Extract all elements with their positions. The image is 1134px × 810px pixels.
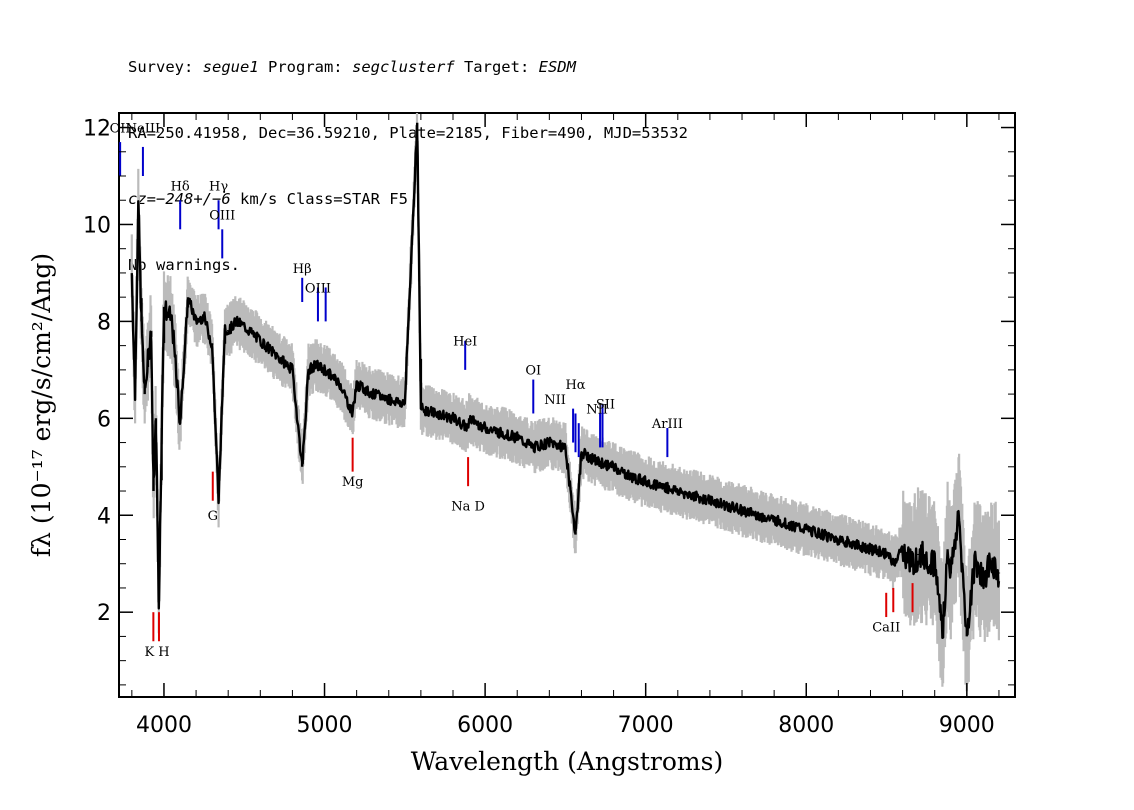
absorption-line-label: CaII [872,621,900,636]
header-line-2: RA=250.41958, Dec=36.59210, Plate=2185, … [128,124,688,142]
cz-value: −248+/−6 [156,190,231,208]
x-tick-label: 6000 [457,713,513,738]
y-axis-title: fλ (10⁻¹⁷ erg/s/cm²/Ang) [27,253,56,557]
y-tick-label: 2 [97,601,111,626]
emission-line-label: OI [525,364,541,379]
plot-frame [118,112,1016,698]
emission-line-label: OIII [305,281,331,296]
x-axis-title: Wavelength (Angstroms) [411,747,723,776]
emission-line-label: Hα [565,378,585,393]
y-tick-label: 12 [83,117,111,142]
header-line-1: Survey: segue1 Program: segclusterf Targ… [128,56,688,78]
flux-series [130,122,1001,639]
emission-line-label: Hδ [171,180,190,195]
absorption-line-label: Mg [342,475,364,490]
absorption-line-label: K [145,645,155,660]
emission-line-label: ArIII [651,417,683,432]
x-tick-label: 9000 [939,713,995,738]
survey-prefix: Survey: [128,58,203,76]
x-tick-label: 4000 [136,713,192,738]
emission-line-label: Hγ [209,180,228,195]
emission-line-label: NeIII [126,121,160,136]
emission-line-label: SII [596,398,615,413]
y-tick-label: 10 [83,213,111,238]
header-line-3: cz=−248+/−6 km/s Class=STAR F5 [128,188,688,210]
y-tick-label: 6 [97,407,111,432]
emission-line-label: Hβ [293,262,312,277]
y-tick-label: 8 [97,310,111,335]
survey-value: segue1 [202,58,259,76]
emission-line-label: OIII [209,209,235,224]
spectrum-header: Survey: segue1 Program: segclusterf Targ… [128,12,688,298]
class-info: km/s Class=STAR F5 [230,190,408,208]
absorption-line-label: Na D [451,499,485,514]
absorption-line-label: H [158,645,169,660]
x-tick-label: 5000 [297,713,353,738]
program-prefix: Program: [258,58,352,76]
target-prefix: Target: [454,58,539,76]
flux-line [130,122,1001,639]
program-value: segclusterf [351,58,455,76]
x-tick-label: 7000 [618,713,674,738]
x-tick-label: 8000 [778,713,834,738]
emission-line-label: NII [544,393,566,408]
y-tick-label: 4 [97,504,111,529]
absorption-line-label: G [208,509,218,524]
axis-ticks: 4000 5000 6000 7000 8000 9000 2 4 6 8 10 12 [83,113,1015,738]
cz-label: cz= [128,190,156,208]
emission-line-label: OII [110,121,131,136]
emission-line-label: HeI [453,335,477,350]
target-value: ESDM [538,58,576,76]
